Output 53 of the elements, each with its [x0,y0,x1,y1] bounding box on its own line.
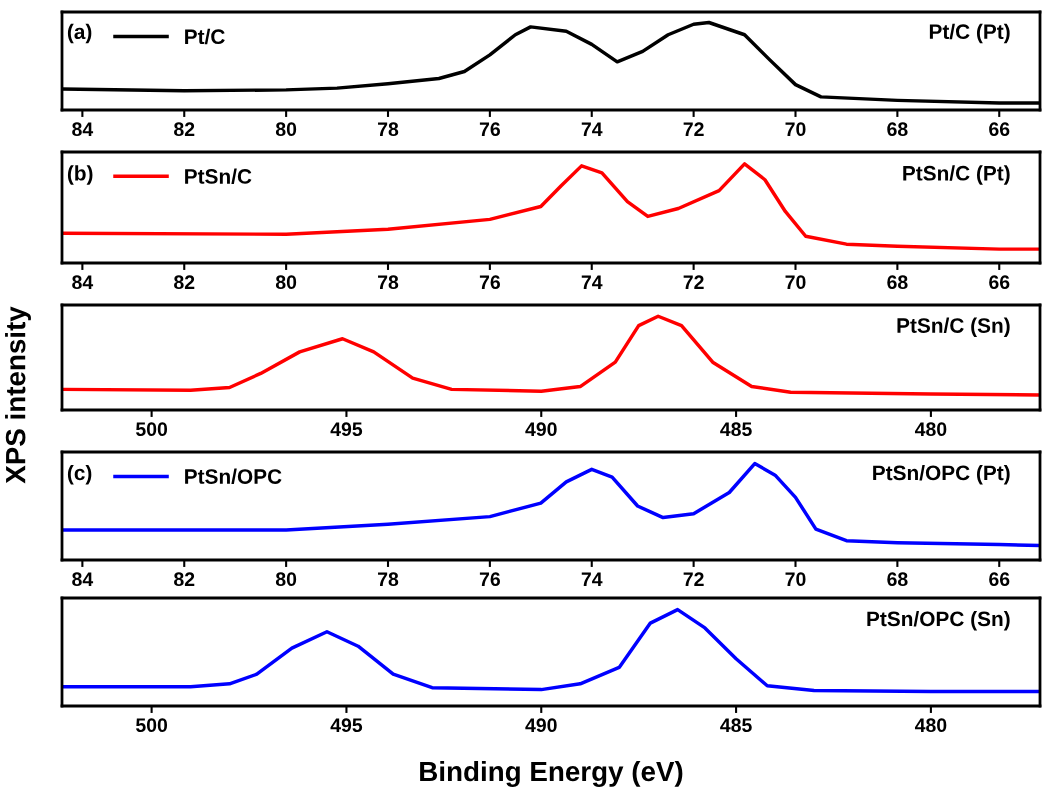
x-tick-label: 84 [72,122,94,137]
x-tick-label: 72 [683,122,704,136]
x-tick-label: 80 [275,572,297,587]
legend-label: Pt/C [185,28,225,45]
x-tick-label: 82 [174,275,195,290]
x-tick-label: 76 [479,122,500,137]
x-tick-label: 485 [720,718,752,733]
x-tick-label: 84 [72,572,94,587]
x-tick-label: 72 [683,275,704,289]
x-tick-label: 84 [72,275,94,290]
x-tick-label: 80 [275,122,297,137]
annotation: (c) [67,464,92,485]
annotation: PtSn/C (Pt) [903,165,1010,185]
x-tick-label: 490 [525,422,557,437]
annotation: PtSn/C (Sn) [897,317,1010,338]
x-tick-label: 70 [785,572,806,587]
x-tick-label: 68 [887,122,908,137]
x-tick-label: 66 [989,572,1010,587]
x-tick-label: 74 [581,275,603,289]
x-tick-label: 72 [683,572,704,586]
annotation: PtSn/OPC (Sn) [867,610,1010,631]
legend-label: PtSn/OPC [185,468,282,485]
x-tick-label: 480 [914,718,947,733]
x-tick-label: 480 [914,422,947,437]
legend-label: PtSn/C [185,168,252,185]
x-tick-label: 78 [378,275,399,290]
y-axis-title: XPS intensity [5,306,31,484]
x-tick-label: 78 [378,122,399,137]
x-tick-label: 68 [887,572,908,587]
x-tick-label: 74 [581,572,603,586]
x-axis-title: Binding Energy (eV) [420,760,683,787]
x-tick-label: 66 [989,275,1010,290]
x-tick-label: 80 [275,275,297,290]
x-tick-label: 82 [174,572,195,587]
x-tick-label: 490 [525,718,557,733]
x-tick-label: 70 [785,275,806,290]
x-tick-label: 68 [887,275,908,290]
x-tick-label: 500 [136,718,168,733]
x-tick-label: 70 [785,122,806,137]
x-tick-label: 495 [330,422,363,437]
annotation: PtSn/OPC (Pt) [873,464,1010,485]
x-tick-label: 500 [136,422,168,437]
annotation: (b) [67,165,93,185]
annotation: Pt/C (Pt) [929,23,1010,44]
x-tick-label: 76 [479,275,500,290]
x-tick-label: 495 [330,718,363,733]
annotation: (a) [67,23,92,44]
x-tick-label: 485 [720,422,752,437]
x-tick-label: 76 [479,572,500,587]
x-tick-label: 82 [174,122,195,137]
x-tick-label: 66 [989,122,1010,137]
x-tick-label: 78 [378,572,399,587]
x-tick-label: 74 [581,122,603,136]
